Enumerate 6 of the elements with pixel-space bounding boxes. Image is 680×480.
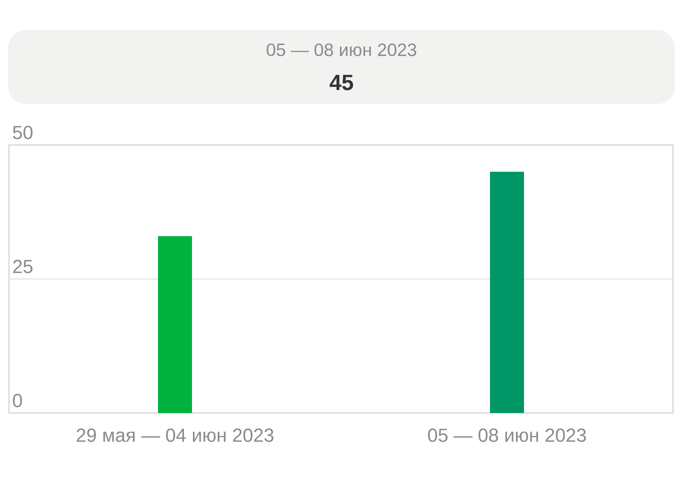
chart-title: 05 — 08 июн 2023 bbox=[266, 43, 416, 56]
x-tick-label: 29 мая — 04 июн 2023 bbox=[76, 428, 274, 442]
y-tick-label: 0 bbox=[12, 394, 22, 408]
y-tick-label: 25 bbox=[13, 260, 32, 274]
chart-subtitle: 45 bbox=[330, 74, 354, 90]
y-tick-label: 50 bbox=[12, 126, 33, 140]
